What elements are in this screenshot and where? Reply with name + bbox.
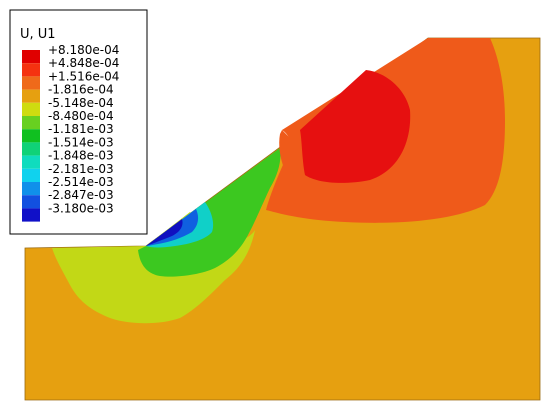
legend-label-11: -2.847e-03 xyxy=(48,188,114,202)
legend-label-10: -2.514e-03 xyxy=(48,175,114,189)
deep-blue-displacement-region xyxy=(146,219,183,246)
legend-label-3: -1.816e-04 xyxy=(48,83,114,97)
legend-label-7: -1.514e-03 xyxy=(48,135,114,149)
legend-swatch-12 xyxy=(22,208,40,222)
legend-swatch-11 xyxy=(22,195,40,209)
legend-swatch-4 xyxy=(22,102,40,116)
legend-label-4: -5.148e-04 xyxy=(48,96,114,110)
legend-swatch-1 xyxy=(22,63,40,77)
legend-swatch-10 xyxy=(22,182,40,196)
legend-swatch-3 xyxy=(22,89,40,103)
legend-label-0: +8.180e-04 xyxy=(48,43,119,57)
legend-label-6: -1.181e-03 xyxy=(48,122,114,136)
legend-label-12: -3.180e-03 xyxy=(48,201,114,215)
legend-label-5: -8.480e-04 xyxy=(48,109,114,123)
legend-entries: +8.180e-04+4.848e-04+1.516e-04-1.816e-04… xyxy=(22,43,119,222)
legend-swatch-2 xyxy=(22,76,40,90)
legend-label-9: -2.181e-03 xyxy=(48,162,114,176)
max-displacement-region xyxy=(300,70,411,183)
legend-swatch-0 xyxy=(22,50,40,64)
legend-label-8: -1.848e-03 xyxy=(48,149,114,163)
crest-orange-region xyxy=(279,130,293,168)
legend-label-2: +1.516e-04 xyxy=(48,69,119,83)
legend-swatch-9 xyxy=(22,168,40,182)
legend-swatch-8 xyxy=(22,155,40,169)
legend-swatch-6 xyxy=(22,129,40,143)
legend-swatch-5 xyxy=(22,116,40,130)
legend-swatch-7 xyxy=(22,142,40,156)
legend-label-1: +4.848e-04 xyxy=(48,56,119,70)
legend-title: U, U1 xyxy=(20,27,56,42)
